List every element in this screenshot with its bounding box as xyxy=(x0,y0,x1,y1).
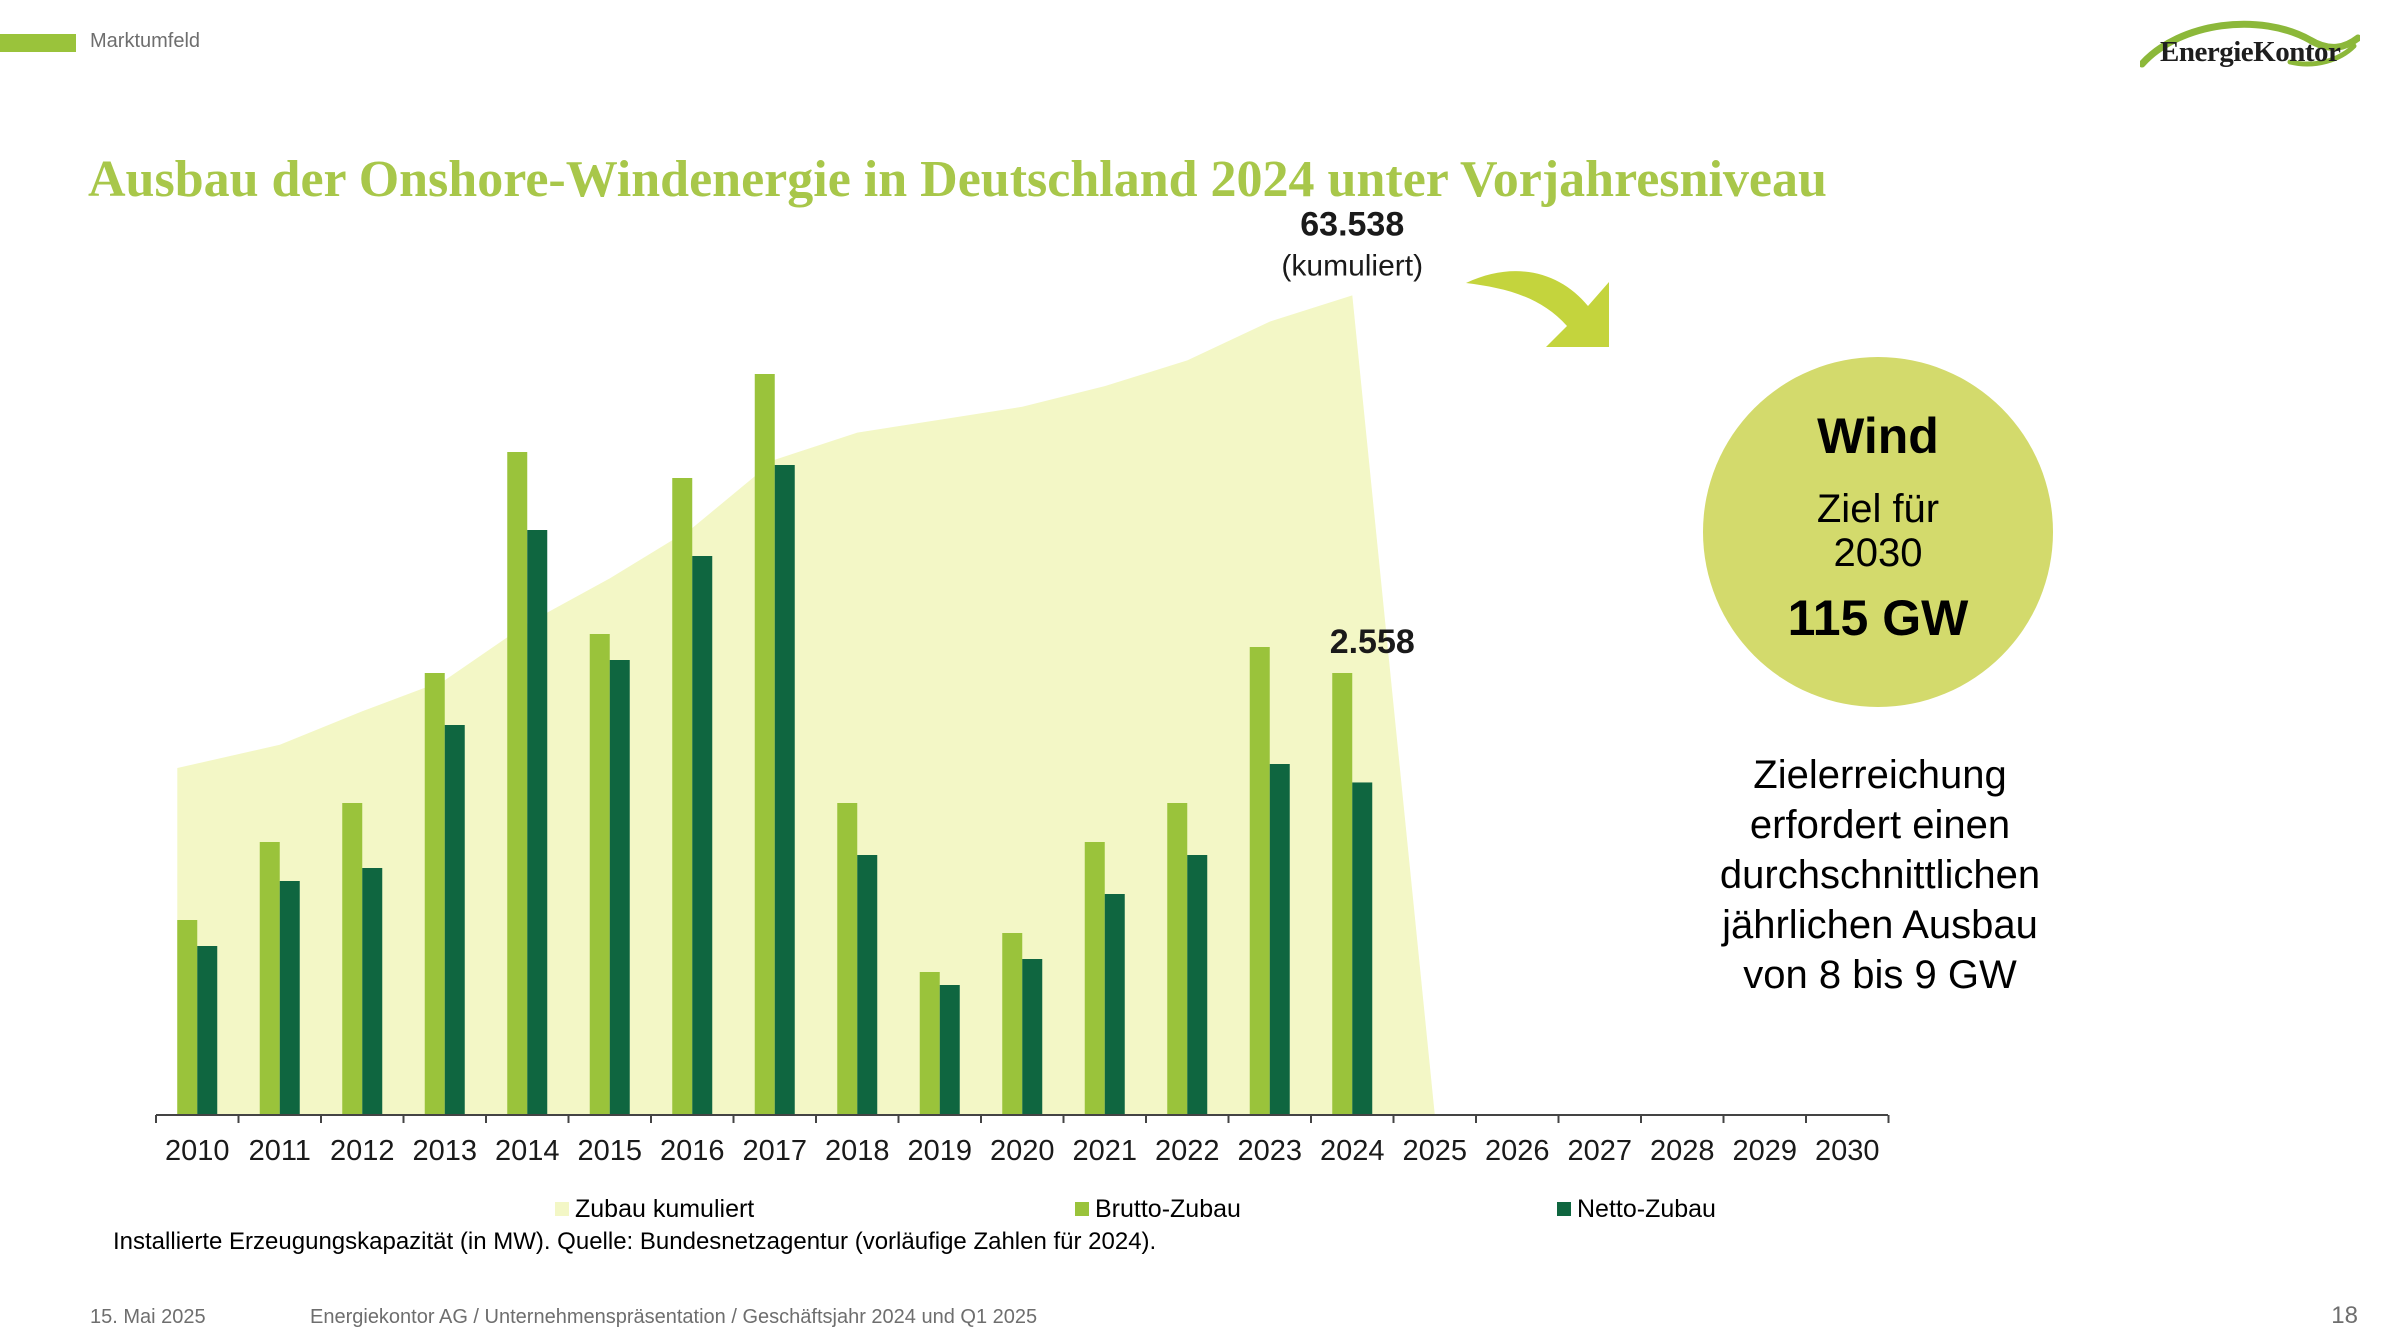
bar-brutto-2023 xyxy=(1249,647,1270,1115)
bar-brutto-2018 xyxy=(837,803,858,1115)
footer-date: 15. Mai 2025 xyxy=(90,1306,206,1328)
page-number: 18 xyxy=(2331,1302,2358,1329)
x-tick-label-2021: 2021 xyxy=(1072,1135,1137,1167)
legend-item-cumulative: Zubau kumuliert xyxy=(555,1195,754,1225)
bar-brutto-2012 xyxy=(342,803,363,1115)
wind-target-circle: Wind Ziel für 2030 115 GW xyxy=(1703,357,2053,707)
x-tick-label-2027: 2027 xyxy=(1567,1135,1632,1167)
bar-brutto-2017 xyxy=(754,374,775,1115)
x-tick-label-2012: 2012 xyxy=(330,1135,395,1167)
legend-swatch-cumulative xyxy=(555,1202,569,1216)
legend-item-netto: Netto-Zubau xyxy=(1557,1195,1716,1225)
x-tick-label-2023: 2023 xyxy=(1237,1135,1302,1167)
x-tick-label-2028: 2028 xyxy=(1650,1135,1715,1167)
x-tick-label-2025: 2025 xyxy=(1402,1135,1467,1167)
x-tick-label-2020: 2020 xyxy=(990,1135,1055,1167)
x-tick-label-2019: 2019 xyxy=(907,1135,972,1167)
bar-netto-2013 xyxy=(444,725,465,1115)
x-tick-label-2029: 2029 xyxy=(1732,1135,1797,1167)
legend-label-netto: Netto-Zubau xyxy=(1577,1195,1716,1223)
page-title: Ausbau der Onshore-Windenergie in Deutsc… xyxy=(88,151,1827,208)
bar-netto-2022 xyxy=(1187,855,1208,1115)
net-2024-value-label: 2.558 xyxy=(1330,623,1415,661)
x-tick-label-2013: 2013 xyxy=(412,1135,477,1167)
x-tick-label-2017: 2017 xyxy=(742,1135,807,1167)
bar-brutto-2016 xyxy=(672,478,693,1115)
curved-arrow-icon xyxy=(1466,271,1609,347)
bar-netto-2021 xyxy=(1104,894,1125,1115)
logo-wordmark: EnergieKontor xyxy=(2160,36,2341,68)
x-tick-label-2030: 2030 xyxy=(1815,1135,1880,1167)
bar-netto-2018 xyxy=(857,855,878,1115)
legend-swatch-brutto xyxy=(1075,1202,1089,1216)
bar-brutto-2015 xyxy=(589,634,610,1115)
bar-brutto-2010 xyxy=(177,920,198,1115)
bar-netto-2023 xyxy=(1269,764,1290,1115)
wind-target-year: Ziel für 2030 xyxy=(1816,487,1940,575)
bar-brutto-2021 xyxy=(1084,842,1105,1115)
legend-label-cumulative: Zubau kumuliert xyxy=(575,1195,755,1223)
bar-netto-2020 xyxy=(1022,959,1043,1115)
bar-brutto-2011 xyxy=(259,842,280,1115)
bar-netto-2015 xyxy=(609,660,630,1115)
bar-netto-2017 xyxy=(774,465,795,1115)
x-tick-label-2011: 2011 xyxy=(249,1135,311,1167)
source-note: Installierte Erzeugungskapazität (in MW)… xyxy=(113,1228,1157,1255)
wind-target-value: 115 GW xyxy=(1787,590,1969,646)
x-tick-label-2018: 2018 xyxy=(825,1135,890,1167)
cumulative-value-label: 63.538 xyxy=(1300,205,1404,243)
bar-brutto-2014 xyxy=(507,452,528,1115)
x-tick-label-2010: 2010 xyxy=(165,1135,230,1167)
logo-swoosh-icon xyxy=(2140,20,2360,68)
section-label: Marktumfeld xyxy=(90,30,201,52)
x-tick-label-2016: 2016 xyxy=(660,1135,725,1167)
wind-title: Wind xyxy=(1817,408,1939,464)
bar-brutto-2019 xyxy=(919,972,940,1115)
cumulative-caption-label: (kumuliert) xyxy=(1281,249,1423,282)
x-tick-label-2026: 2026 xyxy=(1485,1135,1550,1167)
bar-netto-2014 xyxy=(527,530,548,1115)
x-tick-label-2024: 2024 xyxy=(1320,1135,1385,1167)
legend-item-brutto: Brutto-Zubau xyxy=(1075,1195,1241,1225)
legend-label-brutto: Brutto-Zubau xyxy=(1095,1195,1241,1223)
bar-netto-2016 xyxy=(692,556,713,1115)
bar-netto-2010 xyxy=(197,946,218,1115)
bar-netto-2019 xyxy=(939,985,960,1115)
bar-netto-2011 xyxy=(279,881,300,1115)
bar-brutto-2024 xyxy=(1332,673,1353,1115)
bar-brutto-2013 xyxy=(424,673,445,1115)
section-accent-bar xyxy=(0,34,76,52)
footer-text: Energiekontor AG / Unternehmenspräsentat… xyxy=(310,1306,1038,1328)
bar-brutto-2020 xyxy=(1002,933,1023,1115)
bar-netto-2024 xyxy=(1352,782,1373,1115)
x-tick-label-2022: 2022 xyxy=(1155,1135,1220,1167)
bar-netto-2012 xyxy=(362,868,383,1115)
goal-note: Zielerreichung erfordert einen durchschn… xyxy=(1719,753,2041,997)
bar-brutto-2022 xyxy=(1167,803,1188,1115)
company-logo: EnergieKontor xyxy=(2140,12,2360,78)
x-tick-label-2015: 2015 xyxy=(577,1135,642,1167)
legend-swatch-netto xyxy=(1557,1202,1571,1216)
x-tick-label-2014: 2014 xyxy=(495,1135,560,1167)
